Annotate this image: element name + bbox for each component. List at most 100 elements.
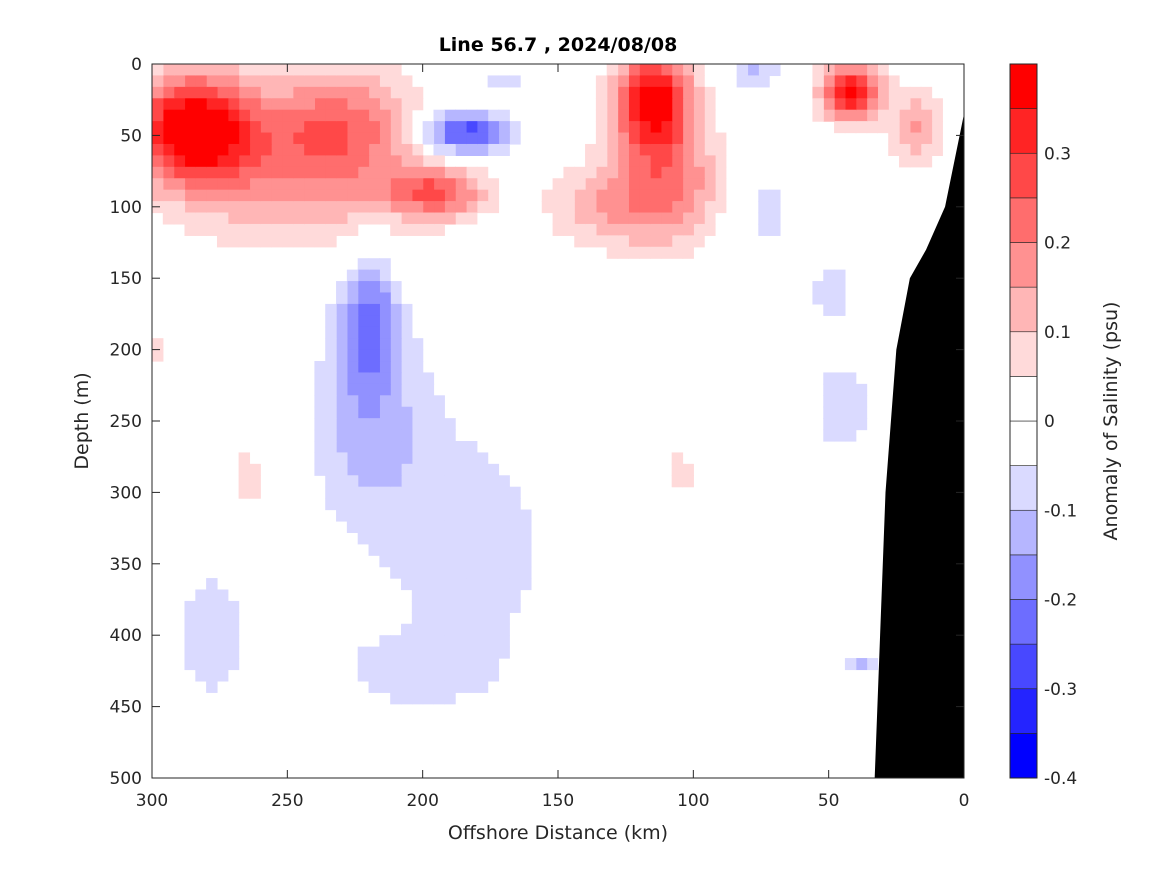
heatmap-cell: [823, 418, 835, 431]
heatmap-cell: [736, 75, 749, 88]
heatmap-cell: [455, 201, 467, 214]
heatmap-cell: [336, 486, 348, 499]
heatmap-cell: [606, 246, 619, 259]
heatmap-cell: [498, 555, 510, 568]
y-tick-label: 0: [131, 55, 142, 75]
heatmap-cell: [411, 395, 424, 408]
heatmap-cell: [866, 658, 878, 671]
heatmap-cell: [650, 223, 662, 236]
heatmap-cell: [487, 520, 500, 533]
heatmap-cell: [401, 406, 413, 419]
heatmap-cell: [498, 486, 510, 499]
heatmap-cell: [227, 612, 240, 625]
heatmap-cell: [325, 132, 337, 145]
heatmap-cell: [401, 509, 413, 522]
heatmap-cell: [444, 658, 456, 671]
heatmap-cell: [628, 212, 640, 225]
heatmap-cell: [823, 406, 835, 419]
heatmap-cell: [216, 212, 229, 225]
heatmap-cell: [444, 669, 456, 682]
heatmap-cell: [346, 98, 359, 111]
heatmap-cell: [650, 86, 662, 99]
heatmap-cell: [238, 178, 251, 191]
heatmap-cell: [758, 75, 770, 88]
heatmap-cell: [411, 429, 424, 442]
y-tick-label: 500: [110, 769, 142, 789]
heatmap-cell: [357, 326, 370, 339]
heatmap-cell: [595, 223, 608, 236]
heatmap-cell: [682, 98, 694, 111]
heatmap-cell: [325, 64, 337, 77]
heatmap-cell: [390, 418, 402, 431]
heatmap-cell: [650, 166, 662, 179]
heatmap-cell: [379, 303, 391, 316]
heatmap-cell: [152, 98, 164, 111]
heatmap-cell: [476, 589, 489, 602]
heatmap-cell: [401, 520, 413, 533]
heatmap-cell: [303, 64, 315, 77]
heatmap-cell: [314, 212, 326, 225]
heatmap-cell: [595, 201, 608, 214]
heatmap-cell: [379, 189, 391, 202]
heatmap-cell: [184, 155, 196, 168]
heatmap-cell: [206, 589, 218, 602]
heatmap-cell: [877, 75, 889, 88]
heatmap-cell: [346, 143, 359, 156]
heatmap-cell: [411, 498, 424, 511]
heatmap-cell: [346, 463, 359, 476]
heatmap-cell: [444, 600, 456, 613]
heatmap-cell: [390, 121, 402, 134]
heatmap-cell: [195, 658, 207, 671]
heatmap-cell: [357, 166, 370, 179]
heatmap-cell: [346, 452, 359, 465]
heatmap-cell: [920, 98, 933, 111]
heatmap-cell: [422, 166, 435, 179]
heatmap-cell: [206, 86, 218, 99]
heatmap-cell: [401, 338, 413, 351]
heatmap-cell: [216, 646, 229, 659]
heatmap-cell: [303, 201, 315, 214]
heatmap-cell: [476, 121, 489, 134]
heatmap-cell: [411, 589, 424, 602]
heatmap-cell: [487, 658, 500, 671]
heatmap-cell: [216, 600, 229, 613]
heatmap-cell: [509, 75, 521, 88]
heatmap-cell: [693, 201, 705, 214]
heatmap-cell: [357, 189, 370, 202]
heatmap-cell: [368, 520, 380, 533]
y-axis-label: Depth (m): [71, 372, 93, 469]
heatmap-cell: [325, 338, 337, 351]
heatmap-cell: [455, 612, 467, 625]
heatmap-cell: [520, 532, 532, 545]
heatmap-cell: [411, 383, 424, 396]
heatmap-cell: [379, 475, 391, 488]
colorbar-swatch: [1009, 465, 1038, 511]
heatmap-cell: [303, 75, 315, 88]
heatmap-cell: [650, 75, 662, 88]
heatmap-cell: [357, 64, 370, 77]
heatmap-cell: [465, 612, 478, 625]
heatmap-cell: [552, 223, 565, 236]
heatmap-cell: [314, 463, 326, 476]
heatmap-cell: [281, 166, 294, 179]
heatmap-cell: [314, 64, 326, 77]
colorbar-swatch: [1009, 643, 1038, 690]
heatmap-cell: [206, 132, 218, 145]
heatmap-cell: [325, 155, 337, 168]
heatmap-cell: [844, 372, 857, 385]
heatmap-cell: [238, 86, 251, 99]
heatmap-cell: [909, 143, 922, 156]
heatmap-cell: [844, 75, 857, 88]
heatmap-cell: [823, 281, 835, 294]
heatmap-cell: [401, 578, 413, 591]
heatmap-cell: [465, 658, 478, 671]
colorbar-tick-label: 0.3: [1044, 144, 1071, 164]
heatmap-cell: [639, 132, 651, 145]
heatmap-cell: [476, 658, 489, 671]
heatmap-cell: [390, 166, 402, 179]
heatmap-cell: [390, 669, 402, 682]
heatmap-cell: [714, 132, 727, 145]
heatmap-cell: [195, 75, 207, 88]
heatmap-cell: [325, 383, 337, 396]
heatmap-cell: [422, 440, 435, 454]
